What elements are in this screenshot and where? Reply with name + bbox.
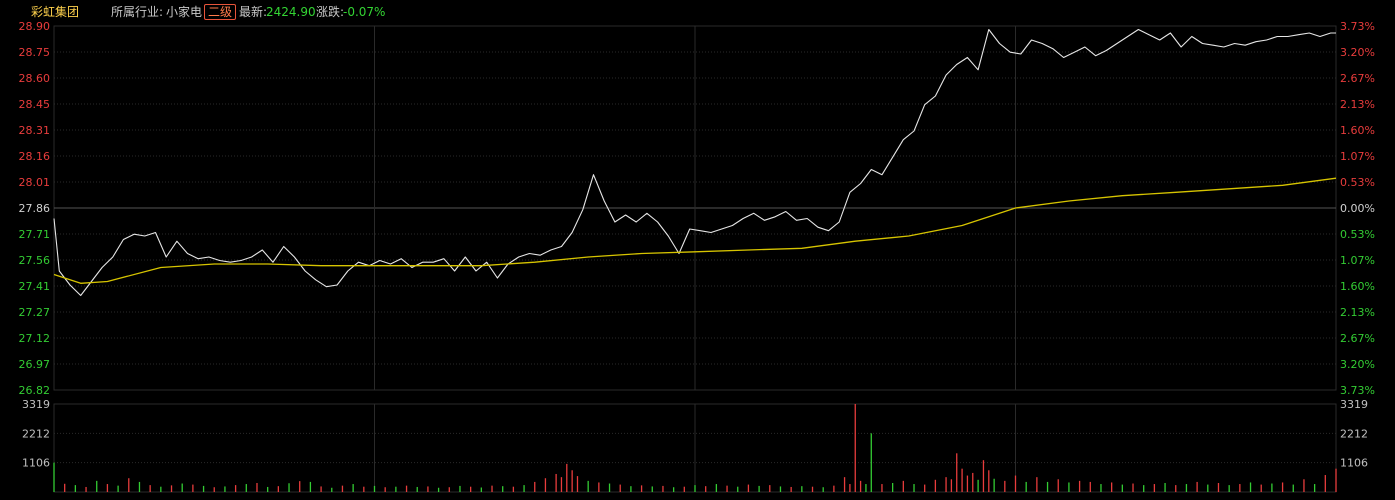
percent-tick-right: 3.73% bbox=[1340, 384, 1375, 397]
stock-name[interactable]: 彩虹集团 bbox=[31, 5, 80, 19]
percent-tick-right: 0.00% bbox=[1340, 202, 1375, 215]
volume-tick-left: 3319 bbox=[22, 398, 50, 411]
price-tick-left: 27.12 bbox=[19, 332, 51, 345]
volume-tick-right: 3319 bbox=[1340, 398, 1368, 411]
price-tick-left: 28.60 bbox=[19, 72, 51, 85]
percent-tick-right: 0.53% bbox=[1340, 228, 1375, 241]
level-tag: 二级 bbox=[204, 4, 237, 20]
price-tick-left: 26.82 bbox=[19, 384, 51, 397]
chart-header: 彩虹集团 所属行业: 小家电 二级 最新: 2424.90 涨跌: -0.07% bbox=[0, 0, 1395, 24]
percent-tick-right: 2.67% bbox=[1340, 72, 1375, 85]
price-tick-left: 27.71 bbox=[19, 228, 51, 241]
percent-tick-right: 1.07% bbox=[1340, 254, 1375, 267]
price-tick-left: 27.56 bbox=[19, 254, 51, 267]
change-label: 涨跌: bbox=[316, 5, 345, 19]
percent-tick-right: 1.07% bbox=[1340, 150, 1375, 163]
industry-value[interactable]: 小家电 bbox=[166, 5, 203, 19]
volume-tick-right: 1106 bbox=[1340, 457, 1368, 470]
price-tick-left: 28.31 bbox=[19, 124, 51, 137]
percent-tick-right: 2.13% bbox=[1340, 306, 1375, 319]
percent-tick-right: 3.20% bbox=[1340, 46, 1375, 59]
price-tick-left: 27.41 bbox=[19, 280, 51, 293]
volume-tick-left: 2212 bbox=[22, 427, 50, 440]
average-price-line bbox=[53, 177, 1337, 284]
percent-tick-right: 2.67% bbox=[1340, 332, 1375, 345]
price-tick-left: 28.75 bbox=[19, 46, 51, 59]
percent-tick-right: 0.53% bbox=[1340, 176, 1375, 189]
price-line bbox=[53, 28, 1336, 297]
percent-tick-right: 2.13% bbox=[1340, 98, 1375, 111]
industry-label: 所属行业: bbox=[111, 5, 164, 19]
latest-value: 2424.90 bbox=[266, 5, 316, 19]
volume-tick-right: 2212 bbox=[1340, 427, 1368, 440]
volume-tick-left: 1106 bbox=[22, 457, 50, 470]
price-tick-left: 27.27 bbox=[19, 306, 51, 319]
price-tick-left: 28.01 bbox=[19, 176, 51, 189]
price-tick-left: 28.90 bbox=[19, 20, 51, 33]
percent-tick-right: 1.60% bbox=[1340, 124, 1375, 137]
percent-tick-right: 1.60% bbox=[1340, 280, 1375, 293]
price-tick-left: 28.16 bbox=[19, 150, 51, 163]
percent-tick-right: 3.73% bbox=[1340, 20, 1375, 33]
price-tick-left: 26.97 bbox=[19, 358, 51, 371]
change-value: -0.07% bbox=[343, 5, 386, 19]
latest-label: 最新: bbox=[239, 5, 268, 19]
price-tick-left: 28.45 bbox=[19, 98, 51, 111]
percent-tick-right: 3.20% bbox=[1340, 358, 1375, 371]
price-tick-left: 27.86 bbox=[19, 202, 51, 215]
